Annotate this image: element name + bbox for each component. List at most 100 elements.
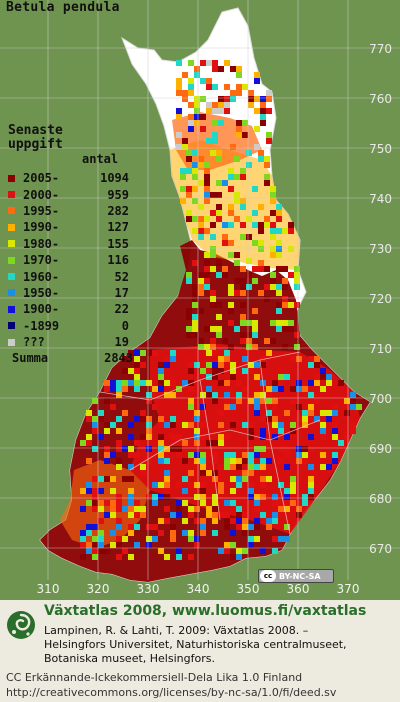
observation-cell	[134, 500, 140, 506]
observation-cell	[146, 392, 152, 398]
observation-cell	[282, 344, 288, 350]
observation-cell	[290, 422, 296, 428]
observation-cell	[128, 530, 134, 536]
observation-cell	[216, 192, 222, 198]
luomus-logo-icon	[7, 611, 35, 639]
observation-cell	[270, 192, 276, 198]
cc-license-badge[interactable]: cc BY-NC-SA	[258, 569, 334, 583]
observation-cell	[242, 120, 248, 126]
legend-label: 1990-	[23, 220, 60, 235]
observation-cell	[222, 272, 228, 278]
observation-cell	[200, 60, 206, 66]
observation-cell	[278, 374, 284, 380]
observation-cell	[302, 452, 308, 458]
observation-cell	[204, 326, 210, 332]
observation-cell	[128, 506, 134, 512]
observation-cell	[276, 210, 282, 216]
observation-cell	[80, 554, 86, 560]
observation-cell	[290, 356, 296, 362]
legend-row: 2005- 1094	[8, 170, 133, 186]
observation-cell	[332, 434, 338, 440]
observation-cell	[210, 338, 216, 344]
observation-cell	[326, 416, 332, 422]
license-url-link[interactable]: http://creativecommons.org/licenses/by-n…	[6, 686, 337, 699]
observation-cell	[134, 440, 140, 446]
observation-cell	[180, 186, 186, 192]
observation-cell	[164, 470, 170, 476]
observation-cell	[260, 416, 266, 422]
observation-cell	[152, 350, 158, 356]
observation-cell	[212, 518, 218, 524]
observation-cell	[200, 464, 206, 470]
observation-cell	[200, 452, 206, 458]
observation-cell	[296, 386, 302, 392]
observation-cell	[276, 228, 282, 234]
observation-cell	[260, 482, 266, 488]
observation-cell	[224, 398, 230, 404]
observation-cell	[264, 284, 270, 290]
observation-cell	[276, 326, 282, 332]
observation-cell	[288, 302, 294, 308]
observation-cell	[200, 470, 206, 476]
y-tick-label: 750	[369, 142, 392, 156]
observation-cell	[302, 410, 308, 416]
observation-cell	[198, 308, 204, 314]
observation-cell	[176, 500, 182, 506]
observation-cell	[182, 458, 188, 464]
observation-cell	[294, 266, 300, 272]
observation-cell	[308, 356, 314, 362]
observation-cell	[188, 368, 194, 374]
observation-cell	[192, 186, 198, 192]
observation-cell	[218, 440, 224, 446]
observation-cell	[228, 186, 234, 192]
observation-cell	[284, 506, 290, 512]
observation-cell	[224, 350, 230, 356]
x-tick-label: 350	[236, 582, 260, 596]
observation-cell	[188, 398, 194, 404]
observation-cell	[252, 266, 258, 272]
legend-row: ??? 19	[8, 334, 133, 350]
observation-cell	[192, 228, 198, 234]
observation-cell	[284, 434, 290, 440]
observation-cell	[224, 458, 230, 464]
observation-cell	[332, 428, 338, 434]
observation-cell	[122, 548, 128, 554]
observation-cell	[206, 60, 212, 66]
observation-cell	[270, 198, 276, 204]
observation-cell	[140, 464, 146, 470]
observation-cell	[200, 458, 206, 464]
observation-cell	[158, 530, 164, 536]
observation-cell	[92, 506, 98, 512]
observation-cell	[218, 512, 224, 518]
observation-cell	[176, 548, 182, 554]
observation-cell	[258, 266, 264, 272]
footer-ref-line: Helsingfors Universitet, Naturhistoriska…	[44, 638, 347, 651]
observation-cell	[212, 84, 218, 90]
observation-cell	[200, 114, 206, 120]
observation-cell	[194, 120, 200, 126]
observation-cell	[218, 422, 224, 428]
observation-cell	[198, 180, 204, 186]
observation-cell	[204, 284, 210, 290]
observation-cell	[146, 446, 152, 452]
observation-cell	[146, 458, 152, 464]
observation-cell	[240, 302, 246, 308]
observation-cell	[288, 272, 294, 278]
observation-cell	[290, 386, 296, 392]
observation-cell	[134, 374, 140, 380]
observation-cell	[282, 302, 288, 308]
observation-cell	[254, 446, 260, 452]
observation-cell	[294, 344, 300, 350]
observation-cell	[260, 428, 266, 434]
observation-cell	[216, 150, 222, 156]
observation-cell	[272, 380, 278, 386]
observation-cell	[242, 458, 248, 464]
observation-cell	[110, 476, 116, 482]
observation-cell	[228, 174, 234, 180]
observation-cell	[98, 488, 104, 494]
observation-cell	[282, 326, 288, 332]
observation-cell	[188, 530, 194, 536]
observation-cell	[200, 126, 206, 132]
observation-cell	[308, 446, 314, 452]
observation-cell	[194, 536, 200, 542]
